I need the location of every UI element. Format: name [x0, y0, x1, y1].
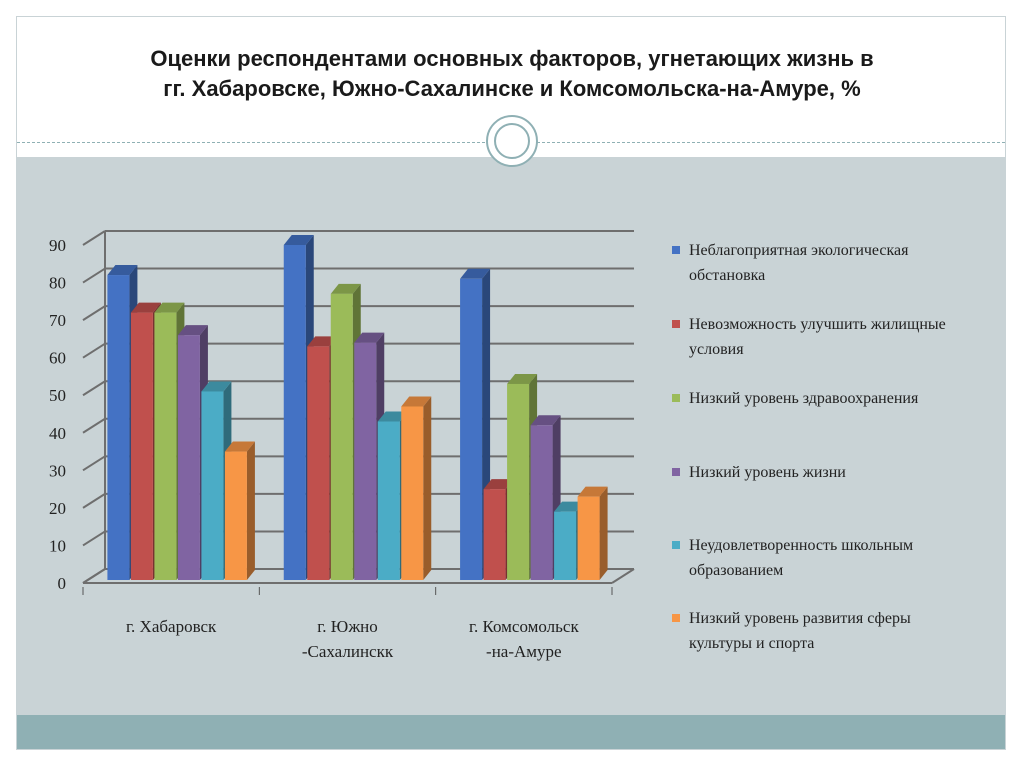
gridline-side [82, 417, 106, 434]
legend-swatch [672, 614, 680, 622]
circle-ornament-icon [486, 115, 538, 167]
legend-label-line: культуры и спорта [689, 635, 815, 652]
bar-top [460, 268, 491, 279]
legend-label: Невозможность улучшить жилищные условия [689, 312, 989, 362]
bar-front [354, 342, 377, 580]
bar-top [554, 501, 585, 512]
bar [224, 441, 255, 580]
gridline-side [82, 305, 106, 321]
legend-swatch [672, 320, 680, 328]
legend-swatch [672, 246, 680, 254]
bar-top [483, 479, 514, 490]
y-tick-label: 80 [49, 274, 66, 293]
bar-top [130, 302, 161, 313]
bar-top [224, 441, 255, 452]
bar-front [177, 335, 200, 580]
bar-top [201, 381, 232, 392]
gridline-side [82, 530, 106, 547]
gridline-side [82, 493, 106, 509]
bar-top [107, 265, 138, 276]
legend-label-line: Неудовлетворенность школьным [689, 537, 914, 554]
bar-top [330, 283, 361, 294]
y-tick-label: 70 [49, 311, 66, 330]
bar-front [483, 489, 506, 580]
gridline-side [82, 568, 106, 584]
legend-label-line: Низкий уровень развития сферы [689, 610, 911, 627]
y-tick-label: 40 [49, 424, 66, 443]
y-tick-label: 90 [49, 236, 66, 255]
legend-label: Низкий уровень развития сферы культуры и … [689, 606, 989, 656]
bar-front [201, 391, 224, 580]
bar-top [307, 336, 338, 347]
slide-title-line-1: Оценки респондентами основных факторов, … [150, 46, 874, 71]
legend-label-line: Низкий уровень жизни [689, 464, 846, 481]
bar-front [224, 451, 247, 580]
bar [577, 486, 608, 580]
bar-top [177, 325, 208, 336]
x-tick-label: г. Южно [317, 617, 378, 636]
bar-front [107, 275, 130, 580]
bottom-band [17, 715, 1005, 749]
y-tick-label: 20 [49, 499, 66, 518]
legend-label-line: образованием [689, 562, 784, 579]
gridline-side [82, 380, 106, 397]
bar-front [307, 346, 330, 580]
gridline-side [82, 230, 106, 246]
bar-top [154, 302, 185, 313]
legend-label-line: Низкий уровень здравоохранения [689, 390, 919, 407]
bar-front [283, 245, 306, 580]
bar-front [460, 278, 483, 580]
x-tick-label: г. Комсомольск [469, 617, 580, 636]
x-tick-label: -Сахалинскк [302, 642, 394, 661]
bar-top [283, 235, 314, 245]
bar-top [377, 411, 408, 422]
y-tick-label: 10 [49, 536, 66, 555]
y-tick-label: 60 [49, 349, 66, 368]
bar-top [401, 396, 432, 407]
bar-front [401, 406, 424, 580]
legend-label-line: обстановка [689, 267, 766, 284]
floor-right-edge [611, 568, 635, 584]
bar-front [507, 383, 530, 580]
bar-side [599, 486, 608, 580]
bar-top [354, 332, 385, 343]
bar-top [507, 373, 538, 384]
legend-label: Низкий уровень жизни [689, 460, 989, 485]
legend-label-line: условия [689, 341, 744, 358]
bar-front [154, 312, 177, 580]
slide-title-line-2: гг. Хабаровске, Южно-Сахалинске и Комсом… [163, 76, 861, 101]
legend-swatch [672, 468, 680, 476]
y-tick-label: 30 [49, 461, 66, 480]
bar-top [530, 415, 561, 426]
legend-swatch [672, 394, 680, 402]
bar-side [423, 396, 432, 580]
x-tick-label: -на-Амуре [486, 642, 562, 661]
gridline-side [82, 342, 106, 359]
legend-label: Неудовлетворенность школьным образованием [689, 533, 989, 583]
gridline-side [82, 267, 106, 284]
gridline-side [82, 455, 106, 472]
bar-front [377, 421, 400, 580]
y-tick-label: 0 [58, 574, 67, 593]
bar-side [246, 441, 255, 580]
bar-front [577, 496, 600, 580]
bar [401, 396, 432, 580]
bar-front [330, 293, 353, 580]
bar-front [554, 511, 577, 580]
legend-label-line: Невозможность улучшить жилищные [689, 316, 946, 333]
legend-swatch [672, 541, 680, 549]
y-tick-label: 50 [49, 386, 66, 405]
slide-title: Оценки респондентами основных факторов, … [20, 44, 1004, 104]
circle-ornament-inner [494, 123, 530, 159]
legend-label: Низкий уровень здравоохранения [689, 386, 989, 411]
x-tick-label: г. Хабаровск [126, 617, 217, 636]
bar-front [130, 312, 153, 580]
legend-label-line: Неблагоприятная экологическая [689, 242, 909, 259]
bar-top [577, 486, 608, 497]
bar-front [530, 425, 553, 580]
legend-label: Неблагоприятная экологическая обстановка [689, 238, 989, 288]
